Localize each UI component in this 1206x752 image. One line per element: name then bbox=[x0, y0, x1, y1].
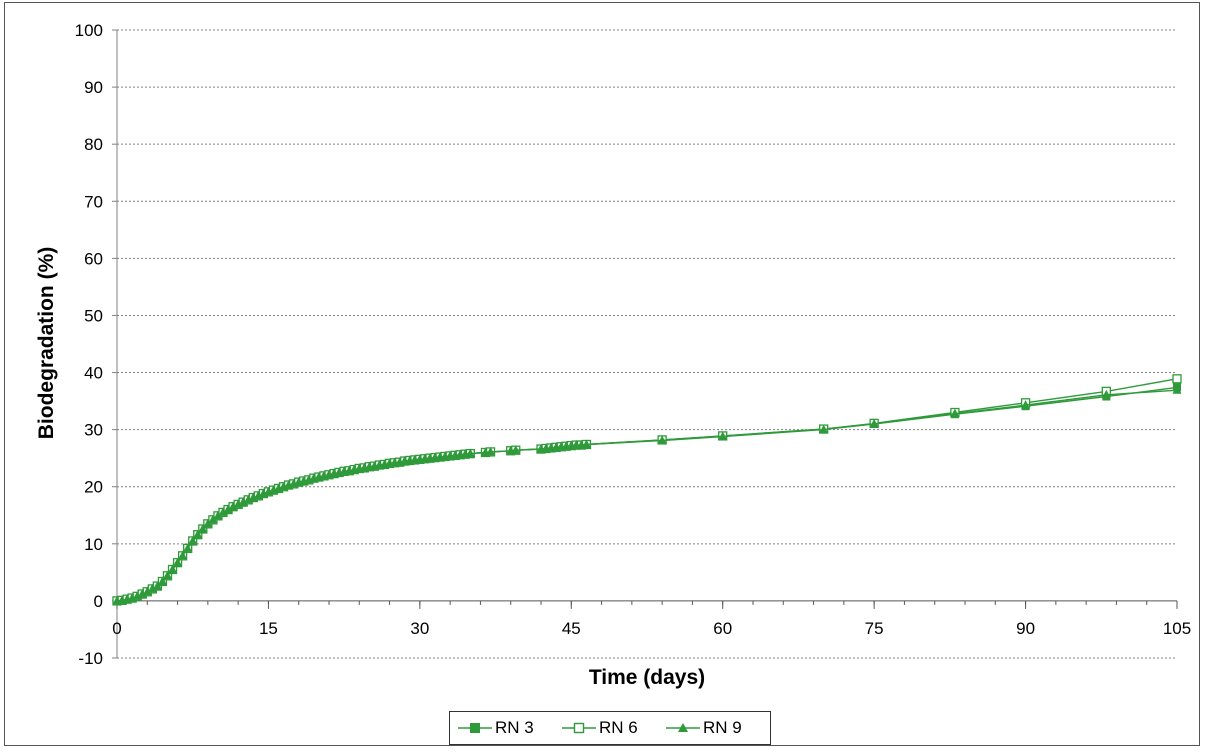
y-tick-label: 40 bbox=[84, 364, 103, 383]
y-tick-label: 90 bbox=[84, 78, 103, 97]
x-tick-labels: 0 15 30 45 60 75 90 105 bbox=[112, 619, 1191, 638]
data-point bbox=[233, 499, 243, 508]
filled-square-marker-icon bbox=[458, 723, 492, 733]
data-point bbox=[147, 583, 157, 593]
data-point bbox=[152, 581, 162, 590]
open-square-marker-icon bbox=[562, 722, 596, 734]
data-point bbox=[1101, 389, 1111, 399]
legend-item-rn9: RN 9 bbox=[666, 717, 742, 739]
y-tick-label: 30 bbox=[84, 421, 103, 440]
y-tick-label: 20 bbox=[84, 478, 103, 497]
data-point bbox=[1172, 374, 1182, 384]
data-point bbox=[511, 445, 521, 454]
data-point bbox=[486, 446, 496, 456]
legend-label-rn6: RN 6 bbox=[599, 718, 638, 737]
legend: RN 3 RN 6 RN 9 bbox=[449, 711, 771, 745]
data-point bbox=[950, 408, 960, 418]
axes bbox=[112, 29, 1178, 659]
data-point bbox=[1021, 400, 1031, 409]
data-point bbox=[238, 497, 248, 506]
x-tick-label: 15 bbox=[259, 619, 278, 638]
y-tick-label: 0 bbox=[94, 592, 103, 611]
data-point bbox=[173, 557, 183, 567]
y-tick-label: 80 bbox=[84, 135, 103, 154]
data-point bbox=[465, 448, 475, 458]
data-point bbox=[157, 576, 167, 585]
data-point bbox=[168, 564, 178, 574]
x-tick-label: 105 bbox=[1163, 619, 1191, 638]
chart-frame bbox=[4, 2, 1200, 746]
data-point bbox=[253, 490, 263, 500]
data-point bbox=[657, 435, 667, 444]
grid-lines bbox=[117, 29, 1177, 659]
x-tick-label: 0 bbox=[112, 619, 121, 638]
x-tick-label: 30 bbox=[410, 619, 429, 638]
data-point bbox=[1172, 385, 1182, 394]
y-tick-label: 10 bbox=[84, 535, 103, 554]
series-layer bbox=[112, 374, 1182, 606]
data-point bbox=[198, 523, 208, 533]
y-tick-label: 60 bbox=[84, 249, 103, 268]
y-tick-labels: -10 0 10 20 30 40 50 60 70 80 90 100 bbox=[75, 21, 103, 668]
legend-label-rn3: RN 3 bbox=[495, 718, 534, 737]
data-point bbox=[193, 529, 203, 539]
x-axis-title: Time (days) bbox=[589, 666, 705, 689]
data-point bbox=[223, 504, 233, 514]
data-point bbox=[183, 543, 193, 552]
data-point bbox=[208, 514, 218, 524]
x-tick-label: 75 bbox=[865, 619, 884, 638]
x-tick-label: 90 bbox=[1016, 619, 1035, 638]
data-point bbox=[178, 550, 188, 560]
data-point bbox=[243, 494, 253, 504]
data-point bbox=[188, 535, 198, 545]
data-point bbox=[162, 570, 172, 580]
data-point bbox=[132, 591, 142, 600]
series-rn9 bbox=[112, 385, 1182, 605]
x-tick-label: 60 bbox=[713, 619, 732, 638]
data-point bbox=[213, 510, 223, 520]
data-point bbox=[203, 518, 213, 528]
legend-item-rn3: RN 3 bbox=[458, 717, 534, 739]
legend-label-rn9: RN 9 bbox=[703, 718, 742, 737]
data-point bbox=[142, 586, 152, 596]
data-point bbox=[869, 418, 879, 428]
data-point bbox=[581, 439, 591, 448]
data-point bbox=[137, 589, 147, 598]
data-point bbox=[218, 507, 228, 516]
legend-item-rn6: RN 6 bbox=[562, 717, 638, 739]
data-point bbox=[718, 431, 728, 440]
data-point bbox=[228, 501, 238, 511]
y-axis-title: Biodegradation (%) bbox=[35, 247, 58, 440]
y-tick-label: 100 bbox=[75, 21, 103, 40]
filled-triangle-marker-icon bbox=[666, 723, 700, 732]
x-tick-label: 45 bbox=[562, 619, 581, 638]
data-point bbox=[819, 424, 829, 434]
y-tick-label: 50 bbox=[84, 306, 103, 325]
series-line bbox=[116, 389, 1178, 602]
y-tick-label: 70 bbox=[84, 192, 103, 211]
y-tick-label: -10 bbox=[78, 649, 103, 668]
